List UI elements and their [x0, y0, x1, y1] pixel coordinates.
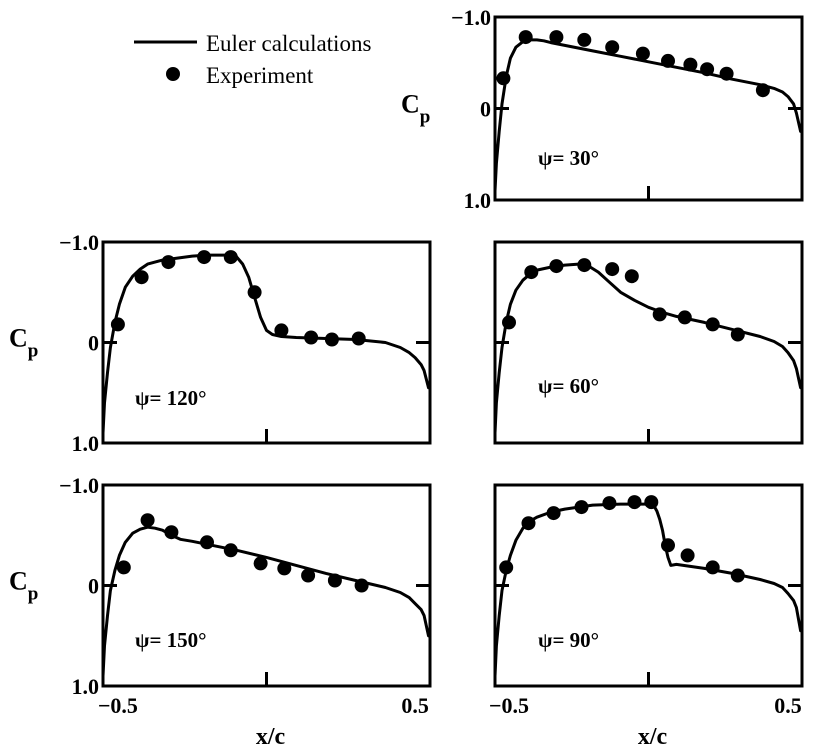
experiment-point [602, 496, 617, 511]
chart-panel: −1.0 0 1.0 Cp ψ= 120° [9, 230, 432, 456]
experiment-point [277, 561, 292, 576]
experiment-point [635, 46, 650, 61]
experiment-point [200, 535, 214, 550]
experiment-point [110, 317, 125, 332]
y-tick-label: 0 [88, 331, 99, 356]
experiment-point [730, 568, 745, 583]
experiment-point [730, 327, 745, 342]
experiment-point [661, 538, 675, 553]
y-axis-label-main: C [9, 324, 28, 353]
experiment-point [351, 331, 366, 346]
experiment-point [301, 568, 316, 583]
experiment-point [223, 250, 238, 265]
experiment-point [677, 310, 692, 325]
chart-panel: −0.5 0.5 x/c ψ= 90° [489, 483, 804, 750]
experiment-point [549, 259, 564, 274]
experiment-point [605, 40, 620, 55]
experiment-point [274, 323, 289, 338]
experiment-point [496, 71, 511, 86]
panel-annotation: ψ= 30° [538, 146, 599, 170]
y-axis-label-sub: p [28, 584, 39, 605]
legend-marker-label: Experiment [206, 63, 314, 88]
experiment-point [680, 548, 695, 563]
experiment-point [605, 262, 620, 277]
experiment-point [755, 83, 770, 98]
experiment-point [499, 560, 514, 575]
experiment-point [719, 66, 734, 81]
plot-frame [493, 15, 804, 202]
experiment-point [116, 560, 131, 575]
chart-panel: −1.0 0 1.0 Cp −0.5 0.5 x/c ψ= 150° [9, 473, 432, 750]
experiment-point [521, 516, 536, 531]
experiment-point [161, 255, 176, 270]
x-tick-label: −0.5 [98, 693, 138, 718]
experiment-point [327, 573, 342, 588]
experiment-point [164, 525, 179, 540]
experiment-point [134, 270, 149, 285]
experiment-point [624, 269, 639, 284]
experiment-point [683, 57, 698, 72]
experiment-point [644, 495, 659, 510]
x-tick-label: 0.5 [774, 693, 802, 718]
experiment-point [518, 30, 533, 45]
y-tick-label: 0 [88, 574, 99, 599]
experiment-point [524, 265, 539, 280]
y-tick-label: 1.0 [464, 188, 492, 213]
experiment-point [304, 330, 319, 345]
experiment-point [627, 495, 642, 510]
experiment-point [253, 556, 268, 571]
legend-line-label: Euler calculations [206, 31, 371, 56]
y-axis-label: Cp [9, 324, 38, 362]
euler-line [493, 262, 803, 435]
y-tick-label: −1.0 [451, 5, 491, 30]
experiment-point [546, 506, 561, 521]
y-axis-label-sub: p [420, 107, 431, 128]
experiment-point [705, 560, 720, 575]
y-axis-label: Cp [401, 90, 430, 128]
x-tick-label: 0.5 [401, 693, 429, 718]
experiment-point [223, 543, 238, 558]
panel-annotation: ψ= 120° [135, 386, 207, 410]
experiment-point [705, 317, 720, 332]
panel-annotation: ψ= 60° [538, 374, 599, 398]
experiment-point [700, 62, 715, 77]
y-axis-label-sub: p [28, 341, 39, 362]
panel-annotation: ψ= 150° [135, 628, 207, 652]
experiment-point [652, 307, 667, 322]
euler-line [101, 525, 430, 678]
experiment-point [354, 578, 369, 593]
chart-panel: ψ= 60° [493, 240, 804, 445]
y-tick-label: −1.0 [59, 473, 99, 498]
experiment-point [247, 285, 262, 300]
legend-marker-swatch [166, 67, 180, 81]
experiment-point [574, 500, 589, 515]
x-axis-label: x/c [256, 724, 286, 750]
experiment-point [661, 53, 675, 68]
panels-group: −1.0 0 1.0 Cp ψ= 30° −1.0 0 1.0 Cp ψ= 120° ψ= 60° −… [9, 5, 804, 750]
experiment-point [324, 332, 339, 347]
x-tick-label: −0.5 [489, 693, 529, 718]
y-axis-label-main: C [9, 567, 28, 596]
experiment-point [577, 258, 592, 273]
y-tick-label: 0 [480, 97, 491, 122]
experiment-point [197, 250, 212, 265]
experiment-point [577, 32, 592, 47]
y-axis-label-main: C [401, 90, 420, 119]
legend: Euler calculations Experiment [134, 31, 371, 88]
y-axis-label: Cp [9, 567, 38, 605]
experiment-point [549, 30, 564, 45]
chart-panel: −1.0 0 1.0 Cp ψ= 30° [401, 5, 804, 213]
y-tick-label: 1.0 [72, 674, 100, 699]
plot-frame [493, 240, 804, 445]
experiment-point [140, 513, 155, 528]
y-tick-label: 1.0 [72, 431, 100, 456]
panel-annotation: ψ= 90° [538, 628, 599, 652]
experiment-point [502, 315, 516, 330]
y-tick-label: −1.0 [59, 230, 99, 255]
x-axis-label: x/c [638, 724, 668, 750]
